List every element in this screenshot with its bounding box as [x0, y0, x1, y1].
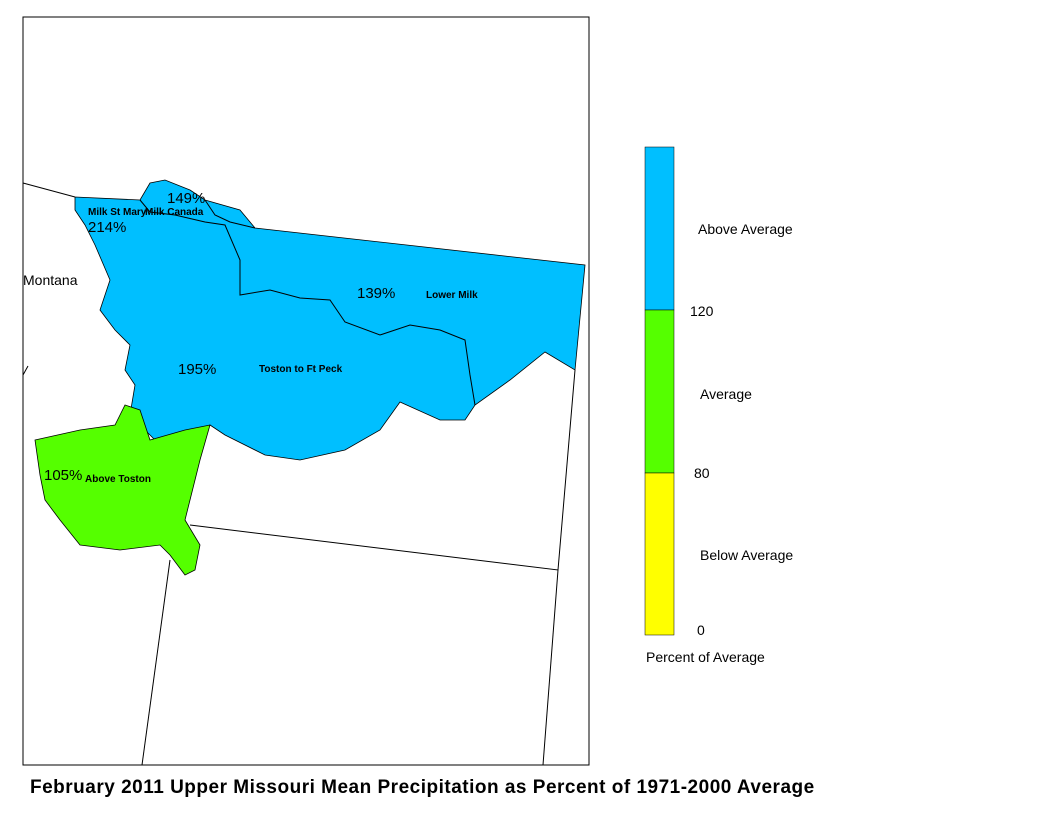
region-name: Above Toston	[85, 474, 151, 485]
region-percent: 105%	[44, 467, 82, 484]
region-blue	[74, 179, 586, 461]
legend-label: Average	[700, 386, 752, 402]
region-percent: 195%	[178, 361, 216, 378]
legend-swatch	[644, 472, 675, 636]
region-name: Lower Milk	[426, 290, 478, 301]
legend: Above Average 120 Average 80 Below Avera…	[644, 146, 793, 665]
legend-break: 120	[690, 303, 714, 319]
legend-break: 0	[697, 622, 705, 638]
region-name: Milk St Mary	[88, 207, 147, 218]
basin-boundaries	[139, 199, 476, 406]
legend-caption: Percent of Average	[646, 649, 765, 665]
legend-swatch	[644, 146, 675, 311]
legend-swatch	[644, 309, 675, 474]
region-name: Milk Canada	[145, 207, 204, 218]
region-percent: 214%	[88, 219, 126, 236]
map-title: February 2011 Upper Missouri Mean Precip…	[30, 777, 815, 798]
region-name: Toston to Ft Peck	[259, 364, 343, 375]
region-percent: 149%	[167, 190, 205, 207]
state-label: Montana	[23, 272, 78, 288]
region-percent: 139%	[357, 285, 395, 302]
region-green	[34, 404, 211, 576]
state-lines	[22, 182, 576, 766]
legend-break: 80	[694, 465, 710, 481]
legend-label: Above Average	[698, 221, 793, 237]
legend-label: Below Average	[700, 547, 793, 563]
